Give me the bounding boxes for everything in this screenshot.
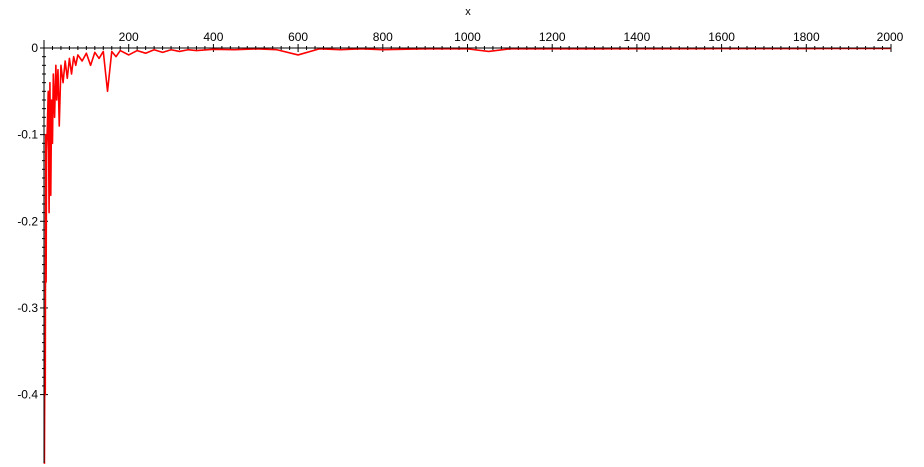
series-layer <box>43 47 891 464</box>
x-tick-label: 1400 <box>624 30 651 44</box>
y-axis-ticks: 0 -0.1 -0.2 -0.3 -0.4 <box>17 41 48 402</box>
y-tick-label: -0.3 <box>17 301 38 315</box>
x-axis-title: x <box>465 6 471 18</box>
x-tick-label: 1800 <box>793 30 820 44</box>
y-tick-label: -0.2 <box>17 214 38 228</box>
x-tick-label: 1200 <box>539 30 566 44</box>
x-tick-label: 600 <box>288 30 308 44</box>
x-tick-label: 800 <box>373 30 393 44</box>
x-tick-label: 1000 <box>454 30 481 44</box>
series-line <box>43 47 891 464</box>
x-tick-label: 1600 <box>708 30 735 44</box>
y-tick-label: -0.4 <box>17 388 38 402</box>
x-tick-label: 200 <box>119 30 139 44</box>
x-tick-label: 2000 <box>877 30 904 44</box>
y-tick-label: -0.1 <box>17 128 38 142</box>
x-tick-label: 400 <box>203 30 223 44</box>
y-tick-label: 0 <box>31 41 38 55</box>
